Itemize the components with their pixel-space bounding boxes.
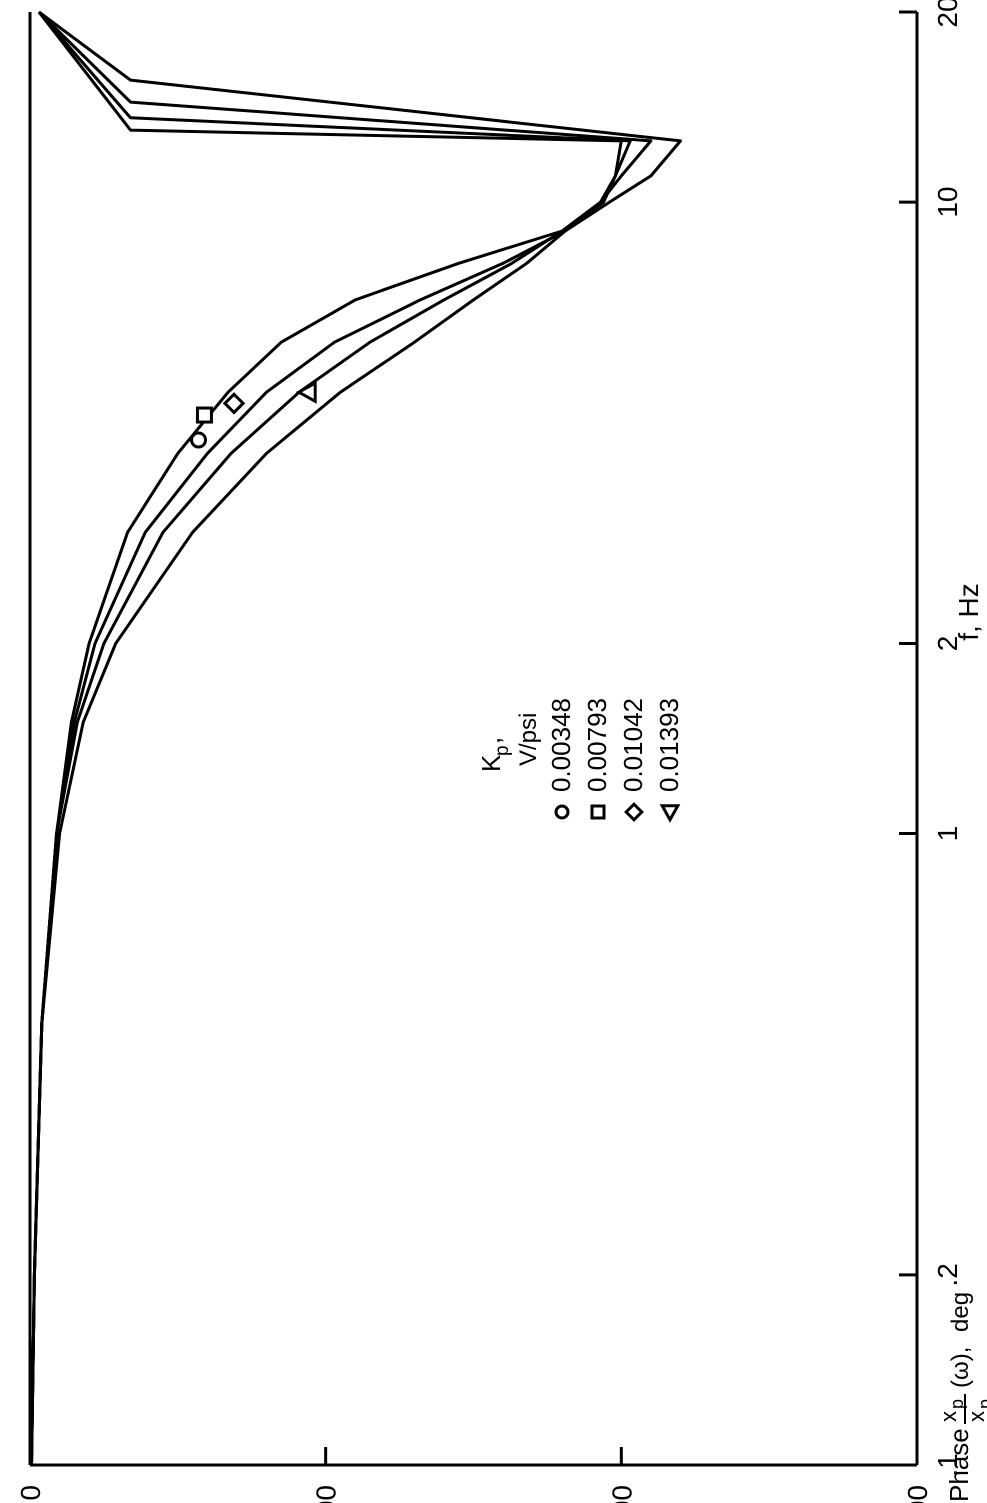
x-tick-label: 2 bbox=[932, 636, 963, 652]
legend-title-symbol: K bbox=[476, 754, 506, 772]
y-tick-label: -200 bbox=[606, 1485, 637, 1503]
series-line-diamond bbox=[30, 10, 653, 1466]
legend-entry-label: 0.01042 bbox=[618, 698, 648, 792]
x-tick-label: 10 bbox=[932, 187, 963, 218]
legend-entry-label: 0.01393 bbox=[654, 698, 684, 792]
y-axis-label-numerator: x bbox=[936, 1411, 961, 1422]
series-marker-triangle bbox=[295, 380, 317, 404]
legend-marker-diamond bbox=[624, 802, 644, 822]
y-axis-label-numerator-sub: p bbox=[947, 1399, 967, 1409]
legend-marker-circle bbox=[554, 804, 570, 820]
y-axis-label: Phase x p x p c (ω), deg bbox=[936, 1292, 987, 1502]
y-axis: 0 -100 -200 -300 bbox=[15, 1447, 933, 1503]
x-axis-label: f, Hz bbox=[953, 583, 984, 641]
legend: Kp, V/psi 0.00348 0.00793 0.01042 0.01393 bbox=[476, 698, 684, 823]
y-tick-label: -100 bbox=[311, 1485, 342, 1503]
plot-area bbox=[28, 10, 682, 1466]
y-tick-label: 0 bbox=[15, 1485, 46, 1501]
y-axis-label-denominator-sub: p bbox=[975, 1399, 987, 1409]
x-tick-label: .1 bbox=[932, 1453, 963, 1476]
legend-unit: V/psi bbox=[515, 713, 542, 766]
legend-block: Kp, V/psi 0.00348 0.00793 0.01042 0.01393 bbox=[476, 698, 684, 823]
y-axis-label-argument: (ω), bbox=[947, 1347, 974, 1388]
y-axis-label-unit: deg bbox=[947, 1292, 974, 1332]
x-tick-label: 20 bbox=[932, 0, 963, 28]
legend-entry-label: 0.00793 bbox=[582, 698, 612, 792]
y-axis-label-denominator: x bbox=[964, 1411, 987, 1422]
legend-title-sub: p bbox=[492, 745, 513, 756]
series-marker-diamond bbox=[222, 392, 246, 415]
legend-marker-triangle bbox=[659, 804, 681, 823]
series-line-triangle bbox=[30, 10, 682, 1466]
legend-entry-label: 0.00348 bbox=[546, 698, 576, 792]
series-marker-circle bbox=[190, 431, 208, 449]
legend-title-suffix: , bbox=[476, 737, 506, 744]
x-tick-label: 1 bbox=[932, 826, 963, 842]
x-axis: .1 .2 1 2 10 20 bbox=[899, 0, 963, 1477]
y-axis-label-denominator-subsub: c bbox=[983, 1391, 987, 1398]
legend-marker-square bbox=[590, 804, 606, 820]
y-tick-label: -300 bbox=[902, 1485, 933, 1503]
y-axis-label-prefix: Phase bbox=[944, 1428, 974, 1502]
x-tick-label: .2 bbox=[932, 1263, 963, 1286]
series-marker-square bbox=[195, 406, 213, 424]
